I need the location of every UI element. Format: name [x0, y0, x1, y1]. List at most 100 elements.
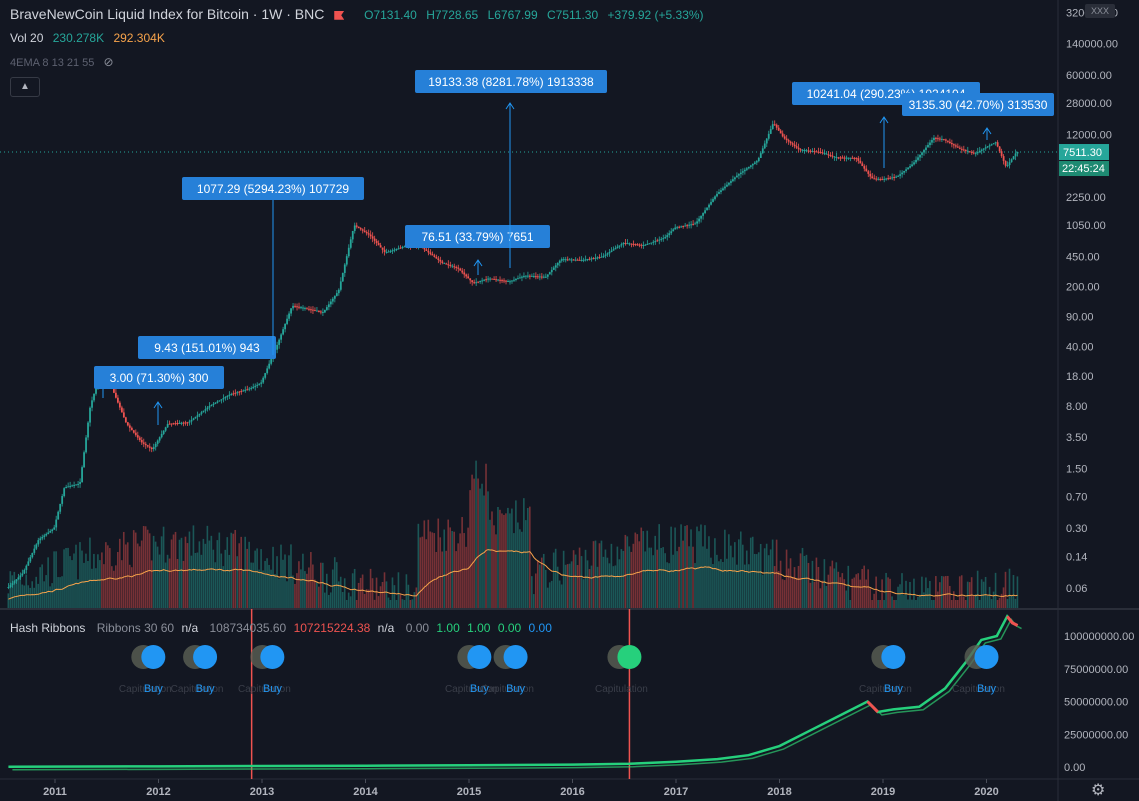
volume-bar — [353, 568, 356, 608]
volume-bar — [909, 582, 911, 608]
volume-bar — [115, 565, 117, 608]
flag-icon[interactable] — [334, 10, 345, 20]
candle-body — [481, 280, 484, 282]
candle-body — [883, 178, 886, 180]
volume-bar — [270, 569, 272, 608]
candle-body — [998, 146, 1001, 152]
volume-bar — [236, 556, 239, 608]
volume-bar — [260, 549, 262, 608]
measure-label-box — [405, 225, 550, 248]
volume-bar — [996, 600, 999, 608]
measure-arrow-head — [879, 116, 889, 124]
candle-body — [126, 422, 129, 426]
volume-bar — [79, 542, 81, 608]
volume-bar — [23, 585, 26, 608]
volume-bar — [439, 537, 442, 608]
eye-hidden-icon[interactable]: ⊘ — [103, 55, 114, 69]
volume-bar — [984, 576, 987, 608]
candle-body — [140, 440, 143, 443]
volume-bar — [755, 554, 758, 608]
signal-label: Buy — [884, 683, 903, 695]
volume-bar — [457, 543, 459, 608]
signal-note: Capitulation — [238, 684, 291, 695]
gear-icon[interactable]: ⚙ — [1091, 782, 1106, 799]
volume-bar — [144, 526, 147, 608]
volume-bar — [855, 574, 858, 608]
volume-bar — [89, 537, 91, 608]
volume-bar — [136, 543, 139, 608]
volume-bar — [857, 573, 860, 608]
signal-label: Buy — [196, 683, 215, 695]
volume-bar — [355, 600, 358, 608]
volume-bar — [972, 595, 975, 608]
candle-body — [164, 427, 167, 431]
volume-bar — [519, 529, 521, 608]
volume-bar — [664, 553, 666, 608]
volume-bar — [469, 490, 471, 608]
candle-body — [306, 308, 308, 310]
candle-body — [345, 256, 348, 265]
candle-body — [385, 251, 388, 253]
volume-legend[interactable]: Vol 20 230.278K 292.304K — [10, 31, 165, 45]
volume-bar — [284, 554, 286, 608]
volume-bar — [218, 532, 221, 608]
hash-axis-label: 75000000.00 — [1064, 664, 1128, 676]
candle-body — [329, 301, 332, 305]
candle-body — [672, 229, 675, 232]
volume-bar — [807, 562, 810, 608]
candle-body — [477, 281, 480, 283]
candle-body — [447, 264, 450, 266]
candle-body — [304, 307, 306, 309]
candle-body — [371, 236, 374, 239]
candle-body — [453, 266, 456, 268]
volume-bar — [728, 534, 730, 608]
candle-body — [365, 231, 368, 234]
candle-body — [771, 124, 774, 130]
price-axis-label: 0.30 — [1066, 523, 1087, 535]
ema-legend[interactable]: 4EMA 8 13 21 55 ⊘ — [10, 55, 114, 69]
candle-body — [630, 243, 633, 245]
candle-body — [590, 258, 593, 260]
volume-bar — [654, 535, 656, 608]
candle-body — [335, 293, 338, 296]
volume-bar — [194, 552, 197, 608]
candle-body — [777, 127, 780, 131]
price-axis-label: 40.00 — [1066, 341, 1094, 353]
symbol-title[interactable]: BraveNewCoin Liquid Index for Bitcoin · … — [10, 6, 325, 22]
volume-bar — [917, 596, 919, 608]
volume-bar — [903, 595, 905, 608]
candle-body — [688, 224, 691, 226]
collapse-legend-button[interactable]: ▲ — [10, 77, 40, 97]
volume-bar — [566, 564, 569, 608]
candle-body — [160, 433, 163, 438]
candle-body — [527, 275, 529, 277]
candle-body — [25, 565, 28, 570]
candle-body — [308, 308, 310, 310]
candle-body — [626, 243, 629, 245]
volume-bar — [897, 586, 899, 608]
volume-bar — [763, 548, 766, 608]
volume-bar — [785, 549, 788, 608]
candle-body — [779, 130, 782, 134]
volume-bar — [509, 513, 511, 608]
candle-body — [877, 178, 880, 180]
candle-body — [943, 139, 945, 141]
candle-body — [202, 410, 205, 413]
hash-ribbons-legend[interactable]: Hash Ribbons Ribbons 30 60 n/a 108734035… — [10, 621, 556, 635]
volume-bar — [638, 541, 641, 608]
volume-bar — [134, 532, 137, 608]
volume-bar — [417, 523, 420, 608]
candle-body — [383, 249, 386, 252]
volume-bar — [694, 563, 696, 608]
candle-body — [1004, 160, 1007, 166]
candle-body — [578, 259, 581, 261]
candle-body — [487, 278, 490, 280]
volume-bar — [411, 599, 414, 608]
volume-bar — [242, 569, 244, 608]
candle-body — [656, 240, 659, 242]
volume-bar — [737, 539, 740, 608]
volume-bar — [405, 574, 408, 608]
volume-bar — [544, 569, 547, 608]
volume-bar — [795, 577, 798, 608]
